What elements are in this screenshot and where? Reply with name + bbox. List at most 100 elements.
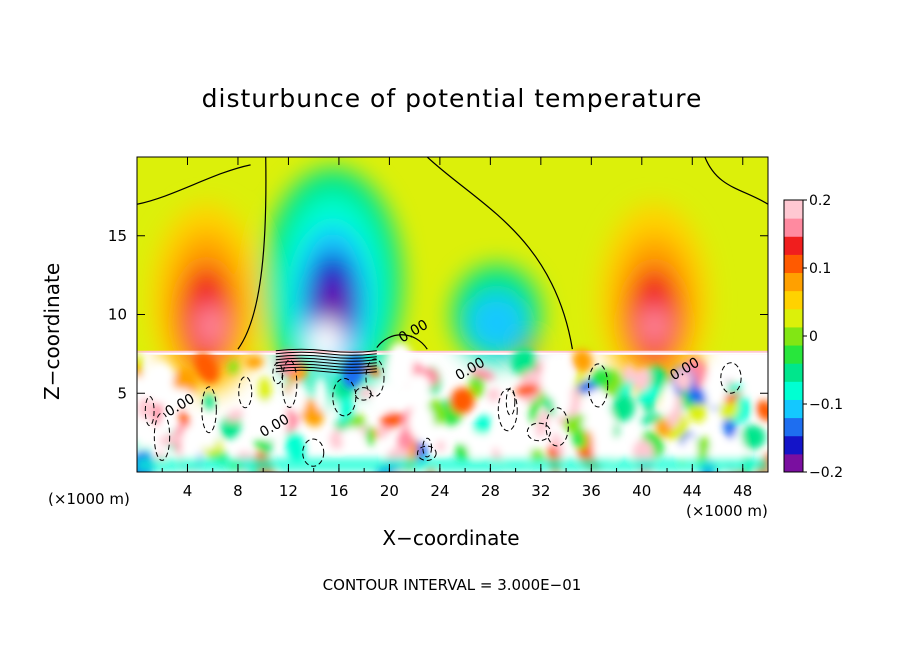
x-tick-label: 8 <box>233 482 243 500</box>
turbulence-blob <box>473 414 491 438</box>
dashed-contour <box>505 387 516 416</box>
white-patch <box>662 382 675 414</box>
turbulence-blob <box>436 440 445 452</box>
turbulence-blob <box>572 430 587 450</box>
x-tick-label: 36 <box>582 482 601 500</box>
dashed-contour <box>720 362 742 394</box>
turbulence-blob <box>611 394 635 422</box>
white-patch <box>704 366 728 408</box>
white-patch <box>408 404 434 440</box>
contour-line <box>704 157 768 205</box>
colorbar-tick-label: −0.2 <box>809 465 843 481</box>
colorbar-swatch <box>784 417 803 437</box>
colorbar-swatch <box>784 399 803 419</box>
turbulence-blob <box>226 409 244 422</box>
x-tick-label: 32 <box>531 482 550 500</box>
x-tick-label: 48 <box>733 482 752 500</box>
colorbar-tick-label: 0.1 <box>809 261 831 277</box>
contour-line <box>426 157 573 350</box>
turbulence-blob <box>455 444 469 463</box>
turbulence-blob <box>254 439 270 450</box>
turbulence-blob <box>341 355 365 389</box>
dashed-contour <box>588 363 609 408</box>
plume-wave-contours <box>275 348 377 374</box>
dashed-contours <box>144 358 742 467</box>
white-patch <box>146 362 175 392</box>
turbulence-blob <box>655 419 672 438</box>
heatmap-plot-area: 0.000.00 0.000.000.00 <box>137 157 768 472</box>
dashed-contour <box>281 359 298 409</box>
dashed-contour <box>422 437 433 458</box>
turbulence-blob <box>515 383 540 397</box>
cold-anomaly-center <box>320 281 345 332</box>
y-tick-label: 5 <box>117 384 127 402</box>
turbulence-blob <box>329 429 345 450</box>
y-tick-label: 15 <box>108 227 127 245</box>
colorbar-swatch <box>784 254 803 274</box>
x-tick-label: 24 <box>430 482 449 500</box>
white-patch <box>137 421 149 451</box>
colorbar-swatch <box>784 290 803 310</box>
x-unit-label-right: (×1000 m) <box>686 502 768 520</box>
colorbar-swatch <box>784 453 803 473</box>
dashed-contour <box>332 377 357 417</box>
turbulence-blob <box>487 388 500 402</box>
wave-contour <box>275 348 377 353</box>
turbulence-blob <box>380 412 404 429</box>
upper-layer-anomalies <box>151 168 710 398</box>
dashed-contour <box>497 388 518 432</box>
wave-contour <box>275 360 377 365</box>
turbulence-blob <box>365 365 381 376</box>
white-patch <box>592 426 617 468</box>
turbulence-blob <box>158 433 182 446</box>
turbulence-blob <box>687 388 710 405</box>
dashed-contour <box>201 386 217 434</box>
wave-contour <box>275 354 377 359</box>
dashed-contour <box>238 376 253 409</box>
white-patch <box>372 385 400 412</box>
turbulence-blob <box>204 394 215 411</box>
turbulence-blob <box>450 387 475 415</box>
turbulence-blob <box>366 426 375 446</box>
white-patch <box>289 382 307 415</box>
chart-title: disturbunce of potential temperature <box>201 84 703 113</box>
warm-anomaly-left <box>196 303 225 348</box>
turbulence-blob <box>511 348 537 377</box>
turbulence-blob <box>634 367 651 391</box>
x-tick-label: 16 <box>329 482 348 500</box>
contour-line <box>137 164 251 205</box>
warm-anomaly-right <box>640 305 669 346</box>
interface-line <box>137 352 768 355</box>
white-patch <box>407 373 431 398</box>
dashed-contour <box>354 387 372 401</box>
x-unit-label-left: (×1000 m) <box>48 490 130 508</box>
dashed-contour <box>144 395 155 427</box>
turbulence-blob <box>756 400 768 422</box>
white-patch <box>387 342 414 388</box>
white-patch <box>201 431 217 449</box>
wave-contour <box>275 351 377 356</box>
x-tick-label: 40 <box>632 482 651 500</box>
wave-contour <box>275 363 377 368</box>
turbulence-blob <box>572 348 593 373</box>
wave-contour <box>275 366 377 371</box>
colorbar-tick-label: 0 <box>809 329 818 345</box>
colorbar: 0.2 0.1 0 −0.1 −0.2 <box>783 193 843 481</box>
colorbar-tick-label: 0.2 <box>809 193 831 209</box>
turbulence-blob <box>740 425 766 450</box>
turbulence-blob <box>285 431 306 462</box>
dashed-contour <box>365 358 385 397</box>
colorbar-swatch <box>784 200 803 219</box>
colorbar-swatch <box>784 435 803 455</box>
contour-line <box>237 157 267 350</box>
dashed-contour <box>526 422 551 442</box>
white-patch <box>260 403 288 441</box>
white-patch <box>584 389 607 427</box>
colorbar-swatch <box>784 218 803 237</box>
colorbar-tick-label: −0.1 <box>809 397 843 413</box>
turbulence-blob <box>258 376 272 404</box>
contour-lines <box>137 157 768 350</box>
wave-contour <box>275 357 377 362</box>
